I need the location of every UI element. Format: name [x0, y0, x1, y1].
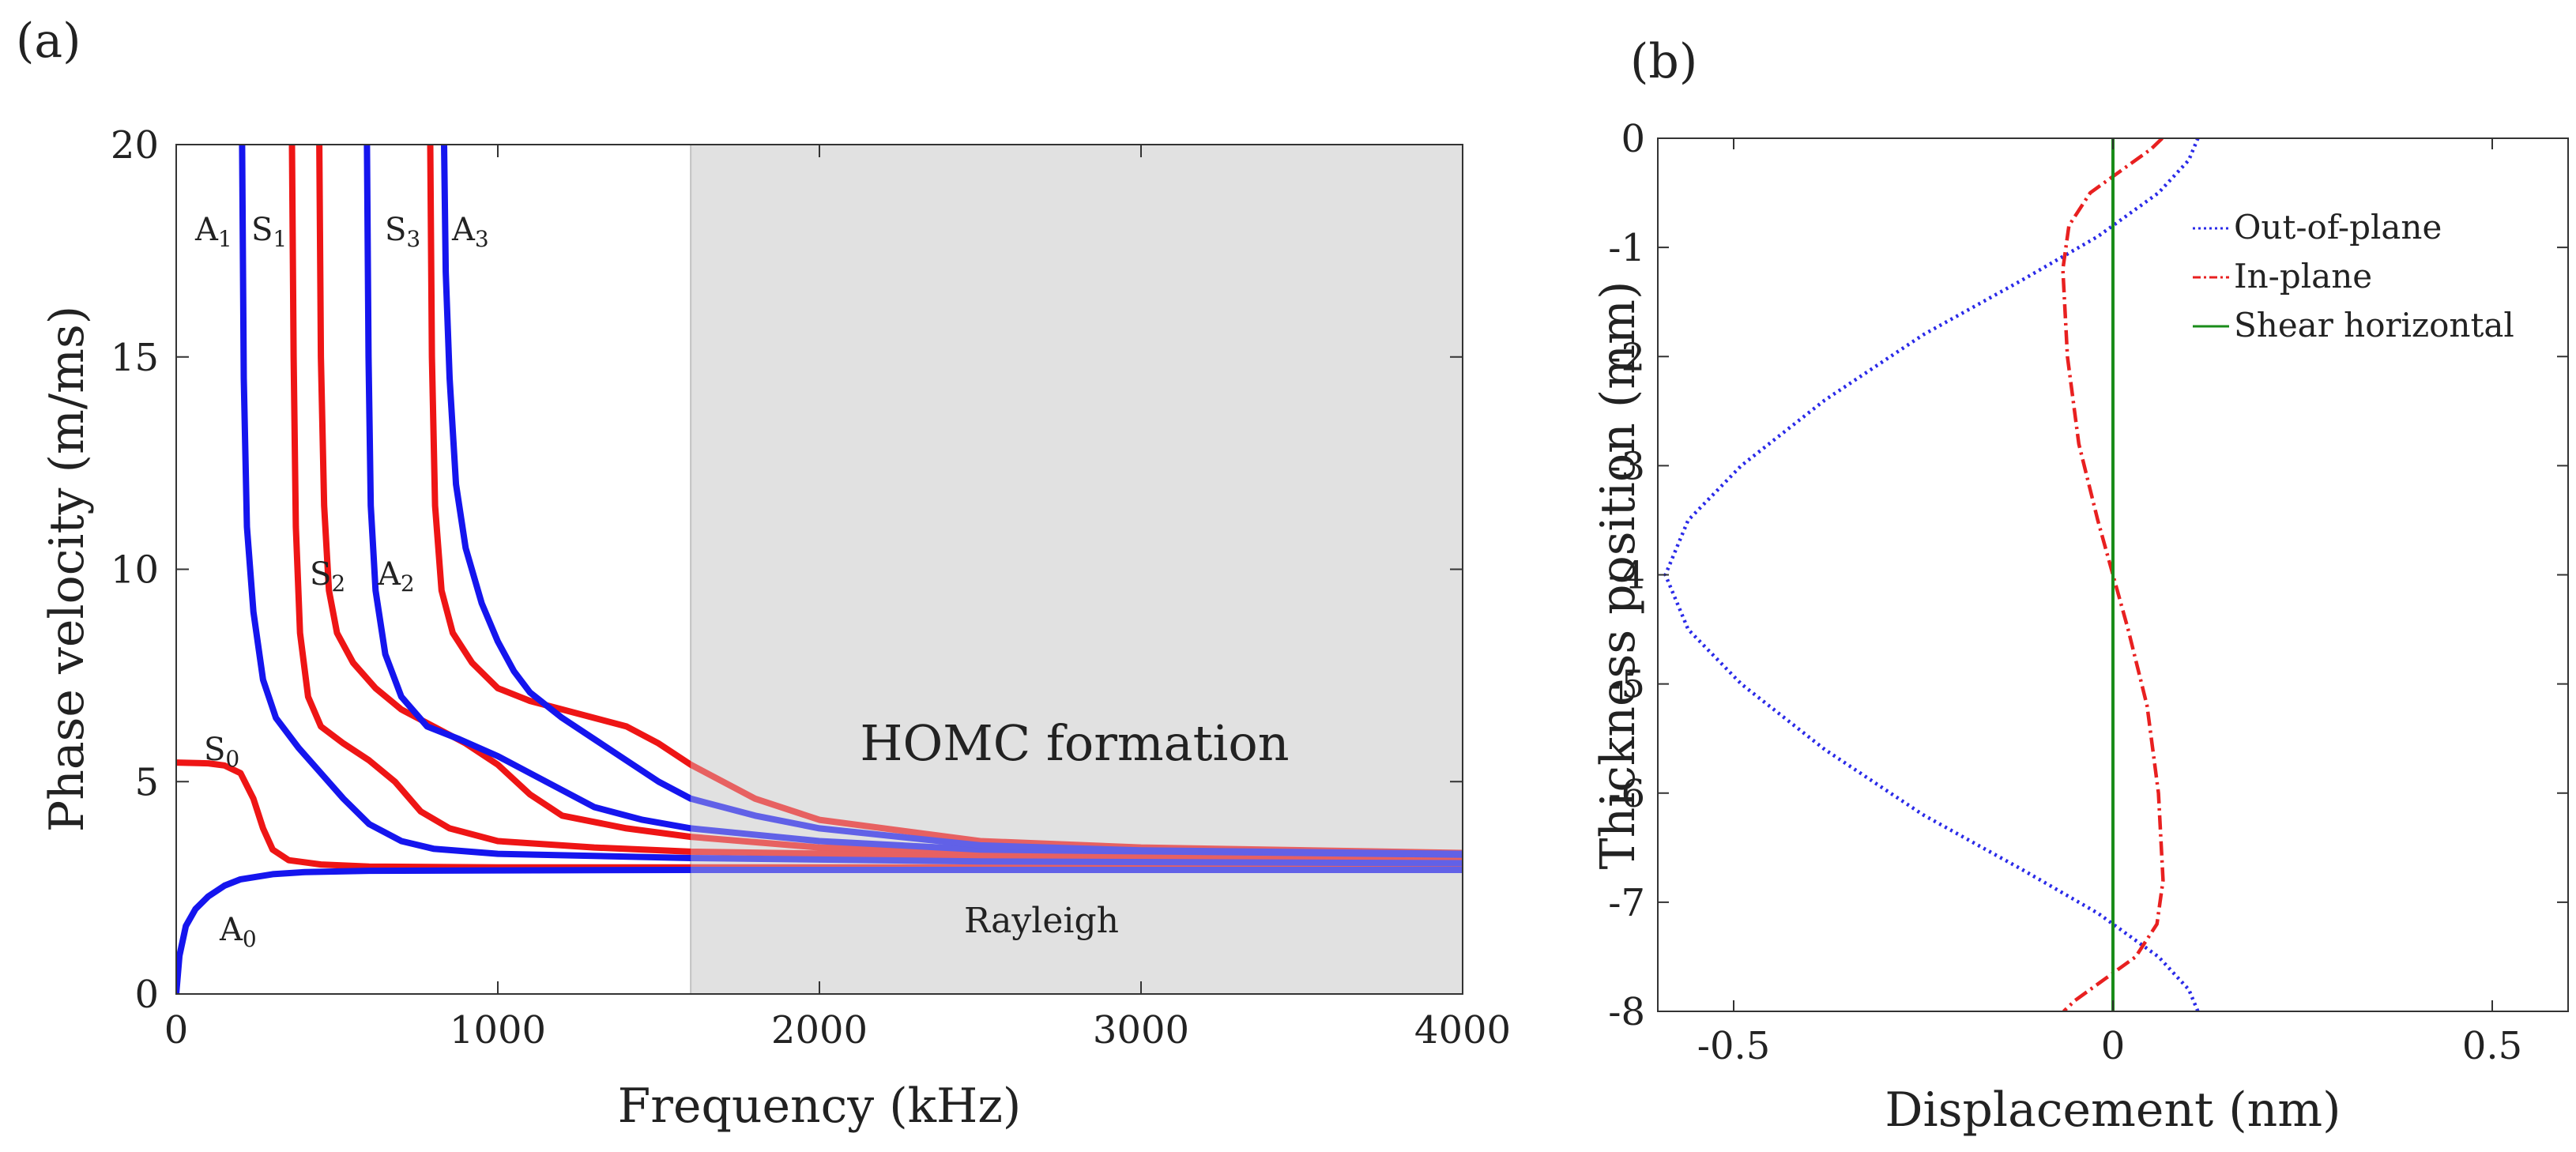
y-tick-label: 0 — [1621, 117, 1645, 161]
rayleigh-label: Rayleigh — [964, 901, 1119, 941]
x-tick-label: 1000 — [450, 1008, 546, 1052]
mode-label-A0: A0 — [219, 912, 257, 952]
y-tick-label: -5 — [1608, 663, 1645, 707]
y-axis-label: Thickness position (mm) — [1591, 281, 1646, 870]
y-axis-label: Phase velocity (m/ms) — [40, 306, 95, 832]
homc-label: HOMC formation — [860, 714, 1289, 772]
curve-S3 — [427, 145, 1463, 856]
panel-label-b: (b) — [1630, 34, 1697, 89]
profile-in-plane — [2061, 138, 2165, 1011]
legend-entry: In-plane — [2234, 257, 2372, 296]
panel-label-a: (a) — [16, 13, 81, 69]
homc-overlay — [691, 145, 1463, 994]
chart-a: 0 1000 2000 3000 4000 0 5 10 15 20 Frequency (kHz)… — [40, 123, 1511, 1134]
curves-group — [176, 145, 1463, 994]
y-tick-label: -6 — [1608, 772, 1645, 816]
curve-A0 — [176, 867, 1463, 994]
x-tick-label: 0 — [164, 1008, 189, 1052]
y-tick-label: 15 — [111, 336, 159, 380]
y-tick-label: -2 — [1608, 335, 1645, 379]
y-tick-label: -8 — [1608, 990, 1645, 1034]
legend-entry: Shear horizontal — [2234, 306, 2514, 344]
x-tick-label: -0.5 — [1697, 1024, 1771, 1068]
x-tick-label: 0 — [2101, 1024, 2126, 1068]
x-axis-label: Frequency (kHz) — [618, 1079, 1022, 1134]
x-axis-label: Displacement (nm) — [1885, 1082, 2341, 1138]
x-tick-label: 2000 — [771, 1008, 868, 1052]
y-tick-label: 5 — [134, 760, 159, 804]
x-tick-label: 0.5 — [2462, 1024, 2522, 1068]
y-tick-label: 20 — [111, 123, 159, 168]
x-tick-label: 4000 — [1414, 1008, 1511, 1052]
x-tick-label: 3000 — [1093, 1008, 1189, 1052]
curve-A3 — [441, 145, 1463, 857]
curve-A1 — [239, 145, 1463, 867]
legend-entry: Out-of-plane — [2234, 208, 2442, 247]
curve-S1 — [288, 145, 1463, 861]
y-tick-label: 0 — [134, 973, 159, 1017]
y-tick-label: -7 — [1608, 881, 1645, 925]
y-tick-label: 10 — [111, 548, 159, 593]
y-tick-label: -4 — [1608, 554, 1645, 598]
y-tick-label: -1 — [1608, 226, 1645, 270]
curve-A2 — [363, 145, 1463, 858]
chart-b: -0.5 0 0.5 0 -1 -2 -3 -4 -5 -6 -7 -8 Displacement (n… — [1591, 117, 2569, 1138]
y-tick-label: -3 — [1608, 444, 1645, 488]
